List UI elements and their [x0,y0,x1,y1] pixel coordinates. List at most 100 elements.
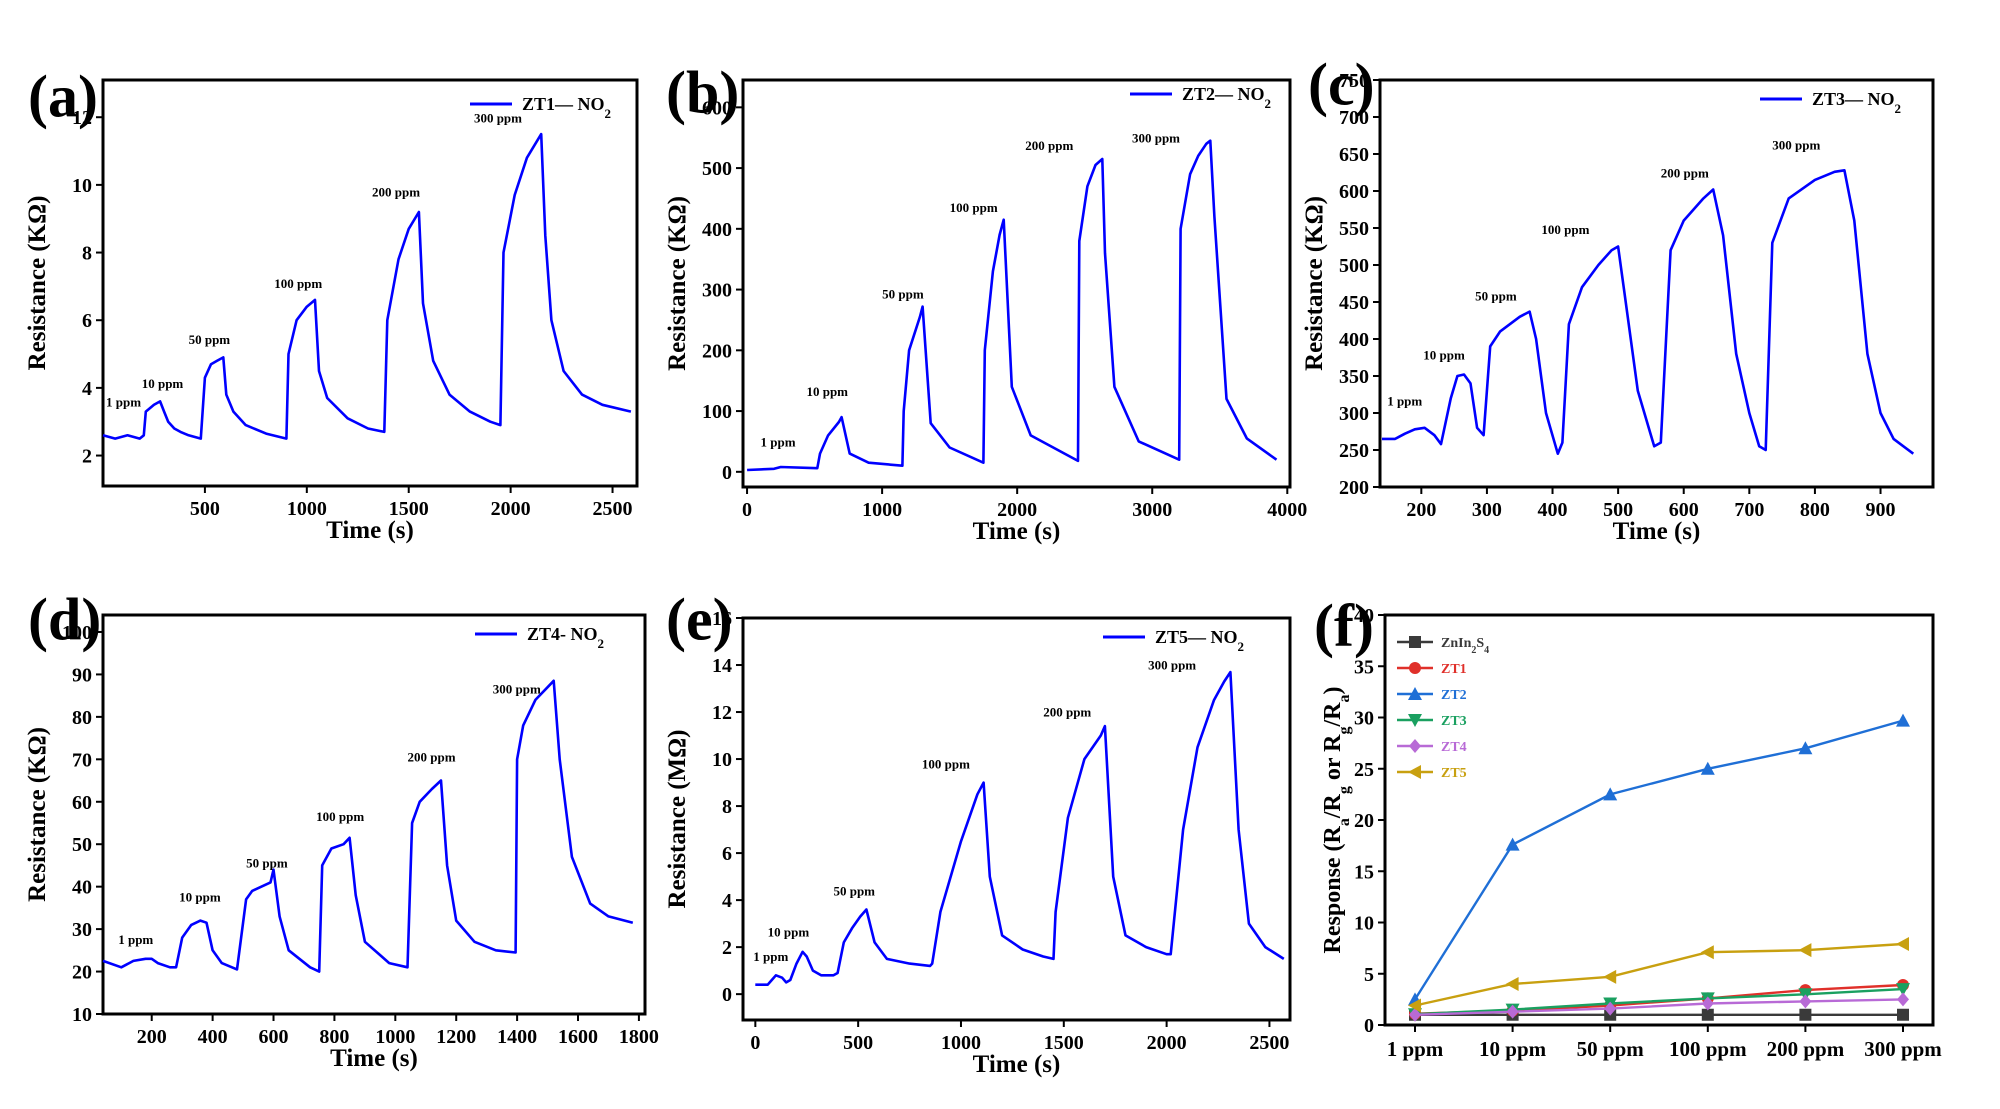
concentration-annotation: 200 ppm [1043,705,1091,720]
plot-frame-e [741,616,1292,1022]
concentration-annotation: 10 ppm [179,890,221,905]
concentration-annotation: 10 ppm [806,384,848,399]
y-tick-label: 250 [1339,440,1369,462]
x-tick-label: 1600 [558,1026,598,1048]
x-category-label: 1 ppm [1387,1037,1444,1061]
x-tick-label: 300 [1472,499,1502,521]
legend-subscript: 2 [1238,639,1245,654]
plot-frame-d [101,613,647,1016]
x-axis-label: Time (s) [330,1045,418,1072]
series-zt5: ZT5 [1397,765,1909,1013]
y-tick-label: 12 [712,702,732,724]
data-point [1700,945,1714,960]
y-tick-label: 8 [722,796,732,818]
y-tick-label: 400 [702,219,732,241]
concentration-annotation: 1 ppm [1387,394,1422,409]
x-tick-label: 1500 [1044,1032,1084,1054]
y-tick-label: 15 [1354,861,1374,883]
y-tick-label: 5 [1364,964,1374,986]
legend-label: ZnIn2S4 [1441,636,1489,656]
y-tick-label: 14 [712,655,732,677]
x-tick-label: 0 [750,1032,760,1054]
data-point [1604,1001,1617,1016]
y-tick-label: 600 [1339,181,1369,203]
y-tick-label: 6 [722,843,732,865]
panel-label-e: (e) [666,586,733,652]
x-tick-label: 400 [1538,499,1568,521]
y-tick-label: 500 [1339,255,1369,277]
y-tick-label: 40 [1354,605,1374,627]
y-axis-label-subscript: g [1336,786,1353,794]
concentration-annotation: 50 ppm [189,332,231,347]
data-point [1701,1008,1714,1021]
legend-label: ZT1 [1441,662,1467,677]
data-point [1506,1004,1519,1019]
x-tick-label: 500 [1603,499,1633,521]
concentration-annotation: 50 ppm [833,883,875,898]
data-point [1603,787,1618,801]
legend-subscript: 2 [598,636,605,651]
y-axis-label-part: or R [1320,734,1346,786]
x-category-label: 10 ppm [1479,1037,1547,1061]
x-tick-label: 1000 [941,1032,981,1054]
x-category-label: 300 ppm [1864,1037,1942,1061]
x-tick-label: 1000 [375,1026,415,1048]
y-axis-label: Resistance (KΩ) [24,727,51,902]
y-tick-label: 400 [1339,329,1369,351]
y-tick-label: 2 [82,446,92,468]
legend-marker [1408,714,1422,727]
y-tick-label: 20 [72,962,92,984]
x-axis-label: Time (s) [326,517,414,544]
data-point [1897,992,1909,1007]
data-point [1700,761,1715,775]
y-tick-label: 10 [712,749,732,771]
series-line [1413,719,1904,1001]
concentration-annotation: 200 ppm [372,185,420,200]
x-tick-label: 1800 [619,1026,659,1048]
y-tick-label: 450 [1339,292,1369,314]
x-tick-label: 1000 [287,498,327,520]
series-line [1414,998,1904,1016]
panel-label-c: (c) [1308,51,1375,117]
y-tick-label: 4 [82,378,92,400]
series-zt4: ZT4 [1397,739,1909,1022]
legend-marker [1409,636,1421,648]
concentration-annotation: 50 ppm [246,856,288,871]
x-tick-label: 200 [137,1026,167,1048]
y-tick-label: 600 [702,97,732,119]
x-axis-label: Time (s) [973,1051,1061,1078]
x-tick-label: 2000 [997,499,1037,521]
y-axis-label-subscript: g [1336,727,1353,735]
y-axis-label: Resistance (MΩ) [664,730,691,909]
y-tick-label: 500 [702,158,732,180]
data-point [1897,1008,1909,1021]
y-axis-label-subscript: a [1336,818,1353,826]
y-tick-label: 0 [1364,1015,1374,1037]
y-tick-label: 16 [712,608,732,630]
panel-f: (f) 1 ppm 10 ppm 50 ppm 100 ppm 200 ppm 300 pp… [1314,592,1942,1061]
concentration-annotation: 1 ppm [753,949,788,964]
concentration-annotation: 300 ppm [1148,658,1196,673]
legend-subscript: 2 [605,106,612,121]
x-tick-label: 500 [843,1032,873,1054]
concentration-annotation: 10 ppm [1423,348,1465,363]
data-point [1798,741,1813,755]
panel-label-d: (d) [28,586,101,652]
data-point [1896,713,1910,727]
y-tick-label: 10 [1354,913,1374,935]
y-tick-label: 100 [62,622,92,644]
x-tick-label: 1400 [497,1026,537,1048]
concentration-annotation: 50 ppm [882,287,924,302]
y-tick-label: 0 [722,462,732,484]
y-tick-label: 30 [1354,708,1374,730]
legend-marker [1409,739,1421,753]
y-tick-label: 550 [1339,218,1369,240]
concentration-annotation: 10 ppm [142,376,184,391]
panel-label-b: (b) [666,59,739,125]
panel-b: (b) 0 1000 2000 3000 4000 0 100 200 300 400 500 600 T… [664,59,1307,545]
x-tick-label: 1000 [862,499,902,521]
panel-c: (c) 200 300 400 500 600 700 800 900 200 250 300 350 4… [1301,51,1935,545]
legend-label: ZT5 [1441,766,1467,781]
plot-frame-a [101,78,639,488]
